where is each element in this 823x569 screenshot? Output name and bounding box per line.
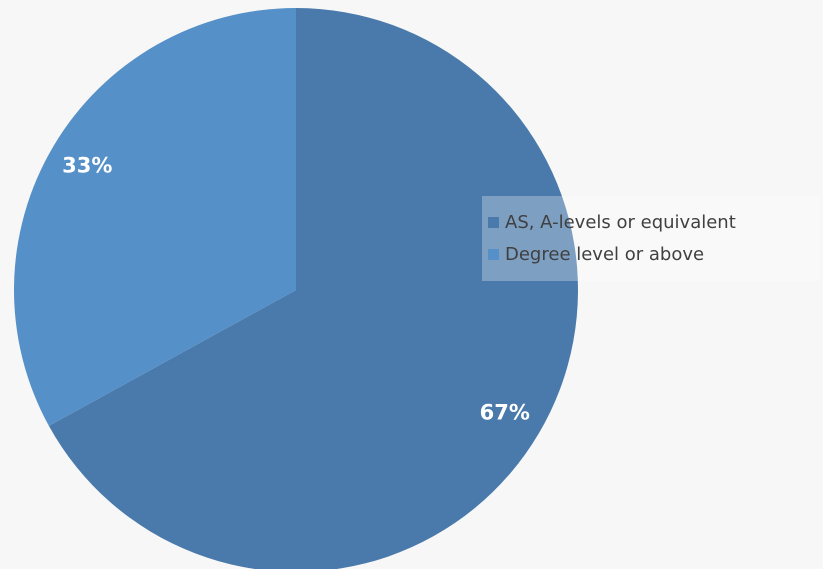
pie-slice-1 <box>14 8 296 426</box>
pie-slice-0 <box>48 8 578 569</box>
pie-data-label-0: 67% <box>480 400 530 424</box>
legend-label-degree: Degree level or above <box>505 243 705 265</box>
legend-item-degree: Degree level or above <box>488 238 820 270</box>
legend-label-as-levels: AS, A-levels or equivalent <box>505 211 736 233</box>
chart-legend: AS, A-levels or equivalent Degree level … <box>482 196 820 281</box>
pie-data-label-1: 33% <box>62 154 112 178</box>
legend-swatch-degree <box>488 248 499 260</box>
legend-item-as-levels: AS, A-levels or equivalent <box>488 206 820 238</box>
legend-swatch-as-levels <box>488 216 499 228</box>
